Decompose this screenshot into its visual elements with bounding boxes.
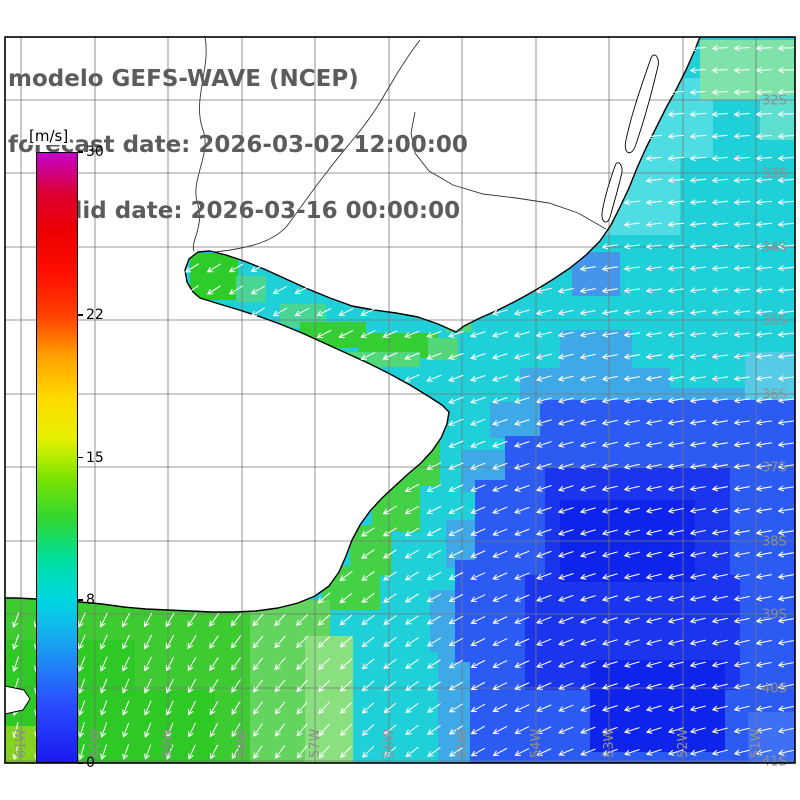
lon-label: 61W	[14, 728, 29, 758]
colorbar: [m/s] 30 22 15 8 0	[27, 127, 104, 771]
colorbar-tick-label: 15	[86, 449, 104, 466]
map-titles: modelo GEFS-WAVE (NCEP) forecast date: 2…	[8, 24, 468, 266]
lagoon-outline	[624, 54, 659, 154]
model-title: modelo GEFS-WAVE (NCEP)	[8, 66, 359, 92]
map-frame	[4, 36, 796, 764]
colorbar-tick-label: 8	[86, 592, 95, 609]
colorbar-tick-label: 30	[86, 144, 104, 160]
river-lines	[192, 36, 607, 253]
colorbar-unit-label: [m/s]	[27, 127, 71, 145]
lat-label: 32S	[762, 94, 787, 109]
lon-label: 54W	[529, 728, 544, 758]
wind-arrows	[12, 45, 795, 760]
lon-label: 60W	[88, 728, 103, 758]
colorbar-tick-label: 22	[86, 306, 104, 323]
lon-label: 58W	[235, 728, 250, 758]
coastline	[5, 36, 701, 613]
lat-label: 36S	[762, 388, 787, 403]
lat-label: 33S	[762, 167, 787, 182]
colorbar-tick-mark	[78, 314, 83, 316]
colorbar-tick-mark	[78, 151, 83, 153]
lat-label: 37S	[762, 461, 787, 476]
lon-label: 55W	[455, 728, 470, 758]
lat-label: 34S	[762, 241, 787, 256]
lat-label: 41S	[762, 755, 787, 770]
colorbar-tick-label: 0	[86, 755, 95, 771]
valid-date: valid date: 2026-03-16 00:00:00	[44, 198, 461, 224]
grid-lines	[5, 37, 795, 763]
lon-label: 57W	[308, 728, 323, 758]
lat-label: 38S	[762, 535, 787, 550]
colorbar-gradient	[36, 152, 78, 763]
lat-label: 35S	[762, 314, 787, 329]
lagoon-outline	[601, 162, 623, 223]
axis-labels: 32S 33S 34S 35S 36S 37S 38S 39S 40S 41S 61W 60W 59W 5…	[14, 94, 787, 770]
lat-label: 39S	[762, 608, 787, 623]
lon-label: 59W	[161, 728, 176, 758]
lon-label: 53W	[602, 728, 617, 758]
colorbar-tick-mark	[78, 456, 83, 459]
lat-label: 40S	[762, 682, 787, 697]
colorbar-tick-mark	[78, 762, 83, 764]
lon-label: 52W	[676, 728, 691, 758]
lon-label: 56W	[382, 728, 397, 758]
colorbar-tick-mark	[78, 599, 83, 601]
lon-label: 51W	[749, 728, 764, 758]
